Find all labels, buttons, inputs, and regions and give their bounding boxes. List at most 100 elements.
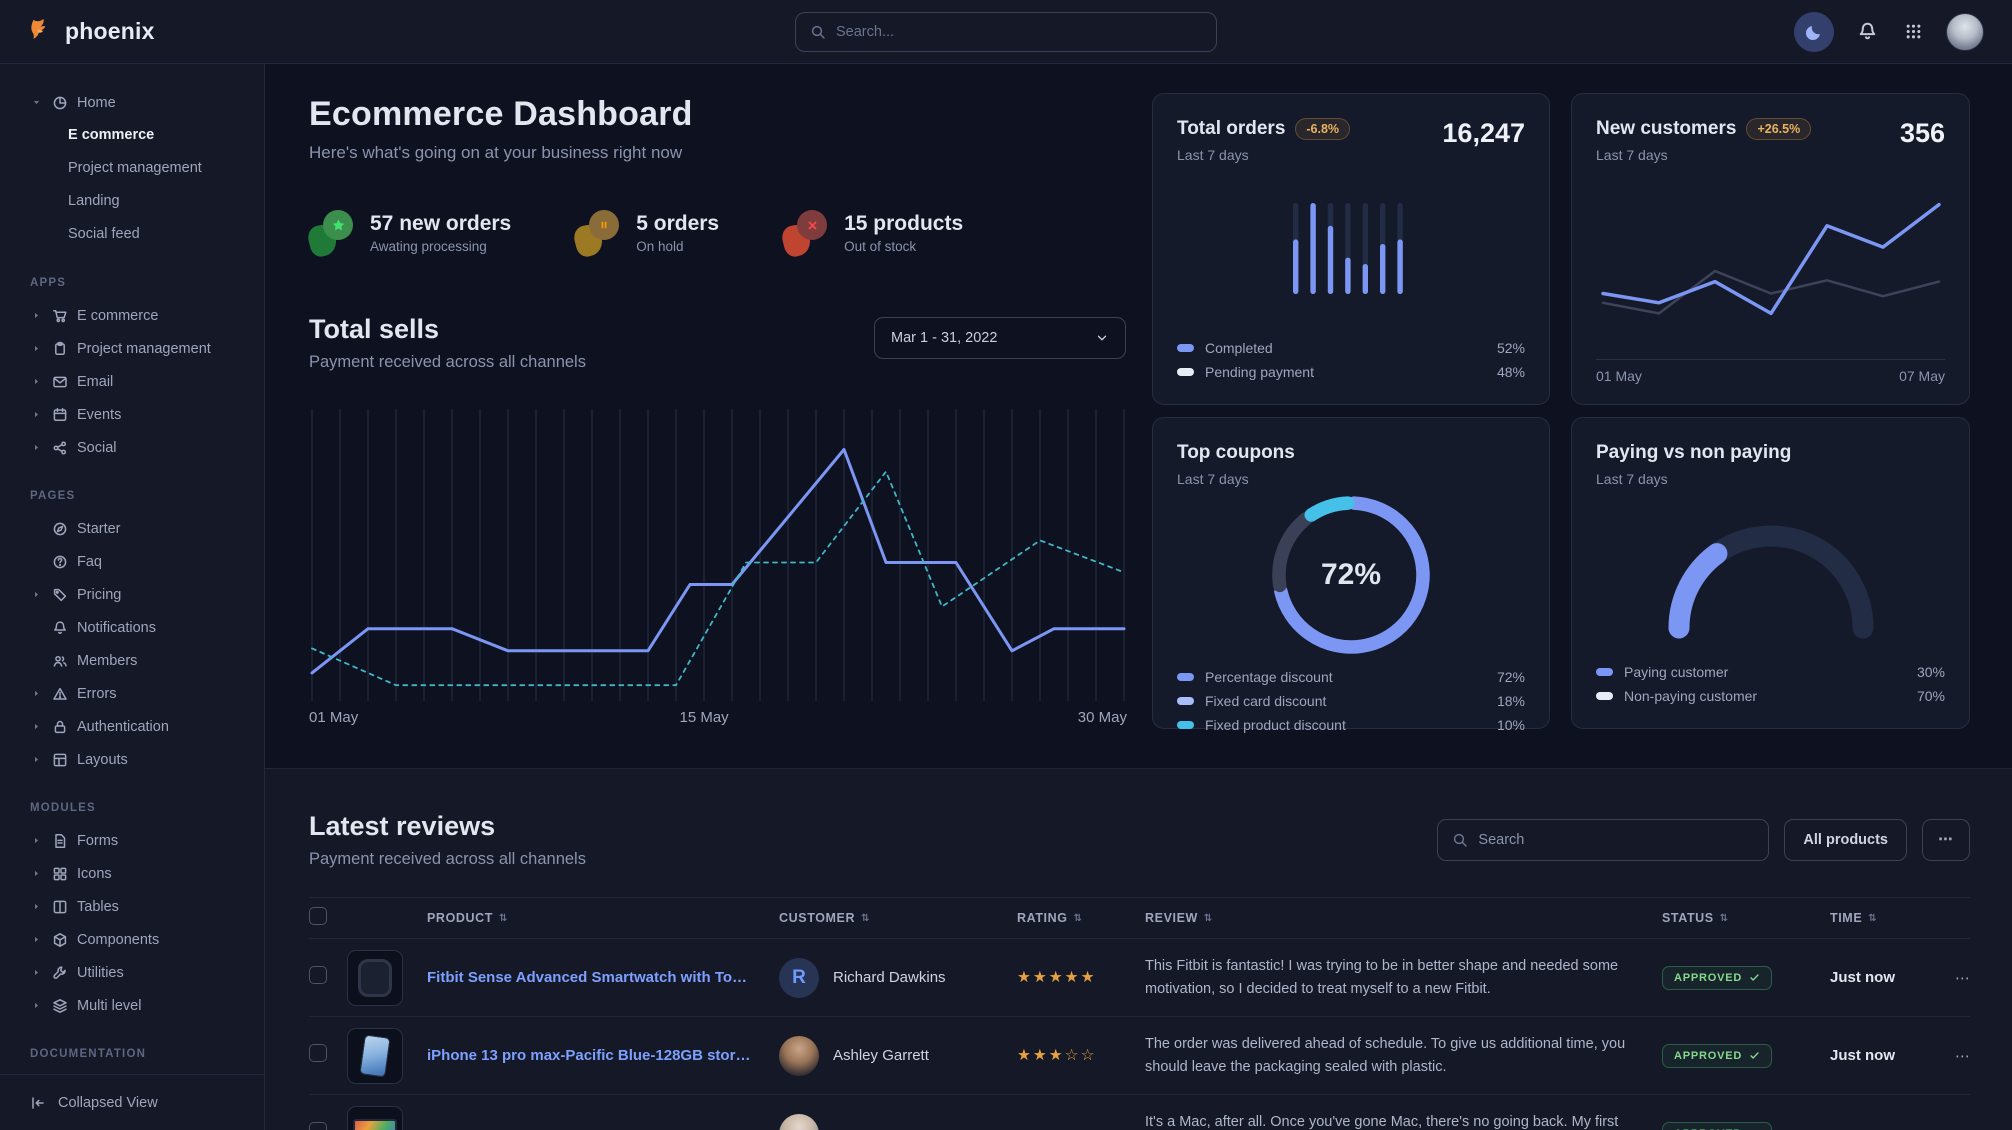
select-row-checkbox[interactable] [309, 1122, 327, 1130]
sidebar-item-forms[interactable]: Forms [30, 824, 254, 857]
paying-gauge-chart [1668, 525, 1873, 638]
stat-caption: Awating processing [370, 239, 487, 254]
sidebar-item-label: Email [77, 373, 114, 390]
more-options-button[interactable]: ⋯ [1922, 819, 1970, 861]
sidebar-item-starter[interactable]: Starter [30, 512, 254, 545]
column-header-product[interactable]: PRODUCT ⇅ [427, 911, 508, 925]
sidebar-item-pricing[interactable]: Pricing [30, 578, 254, 611]
sidebar-item-members[interactable]: Members [30, 644, 254, 677]
theme-toggle-button[interactable] [1794, 11, 1834, 52]
sidebar-item-label: Project management [77, 340, 211, 357]
date-range-value: Mar 1 - 31, 2022 [891, 330, 998, 346]
legend-label: Percentage discount [1205, 669, 1333, 685]
column-header-review[interactable]: REVIEW ⇅ [1145, 911, 1213, 925]
search-icon [1452, 832, 1468, 848]
product-thumbnail[interactable] [347, 1027, 403, 1084]
sidebar-item-multi-level[interactable]: Multi level [30, 989, 254, 1022]
stat-caption: On hold [636, 239, 684, 254]
select-all-checkbox[interactable] [309, 906, 327, 925]
sidebar-item-e-commerce[interactable]: E commerce [30, 299, 254, 332]
reviews-search-input[interactable] [1478, 832, 1755, 848]
donut-center-label: 72% [1320, 558, 1382, 591]
stat-on-hold: 5 orders On hold [571, 210, 719, 259]
brand[interactable]: phoenix [0, 17, 155, 47]
sidebar-item-icons[interactable]: Icons [30, 857, 254, 890]
check-icon [1749, 1050, 1760, 1061]
sidebar-item-faq[interactable]: Faq [30, 545, 254, 578]
wrench-icon [51, 964, 68, 981]
global-search-input[interactable] [836, 23, 1202, 40]
review-row: iPhone 13 pro max-Pacific Blue-128GB sto… [309, 1017, 1970, 1095]
caret-down-icon [30, 97, 42, 109]
rating-stars: ★★★★★ [1017, 968, 1097, 986]
new-customers-line-chart [1600, 202, 1941, 316]
product-thumbnail[interactable] [347, 949, 403, 1006]
column-header-status[interactable]: STATUS ⇅ [1662, 911, 1729, 925]
select-row-checkbox[interactable] [309, 1044, 327, 1062]
sidebar-item-home[interactable]: Home [30, 86, 254, 119]
sidebar-item-tables[interactable]: Tables [30, 890, 254, 923]
collapse-label: Collapsed View [58, 1094, 158, 1111]
legend-value: 52% [1496, 340, 1525, 356]
legend-row: Fixed card discount 18% [1177, 689, 1525, 713]
sidebar-item-label: E commerce [77, 307, 159, 324]
x-tick: 30 May [1077, 709, 1127, 726]
date-range-select[interactable]: Mar 1 - 31, 2022 [874, 317, 1126, 359]
caret-placeholder [30, 655, 42, 667]
status-badge: APPROVED [1662, 1043, 1773, 1068]
sidebar-item-notifications[interactable]: Notifications [30, 611, 254, 644]
status-badge: APPROVED [1662, 1121, 1773, 1130]
sidebar-item-utilities[interactable]: Utilities [30, 956, 254, 989]
check-icon [1749, 972, 1760, 983]
user-avatar[interactable] [1946, 12, 1984, 51]
sidebar-item-social[interactable]: Social [30, 431, 254, 464]
top-coupons-card: Top coupons Last 7 days 72% Percentage d… [1152, 417, 1550, 733]
stat-cards: Total orders -6.8% Last 7 days 16,247 Co… [1152, 64, 2012, 768]
sidebar-subitem-project-management[interactable]: Project management [68, 160, 202, 176]
row-menu-button[interactable]: ⋯ [1926, 1125, 1970, 1130]
sidebar-item-components[interactable]: Components [30, 923, 254, 956]
legend-label: Paying customer [1624, 664, 1729, 680]
product-link[interactable]: iPhone 13 pro max-Pacific Blue-128GB sto… [427, 1047, 762, 1064]
sidebar-item-label: Pricing [77, 586, 122, 603]
notifications-button[interactable] [1854, 19, 1880, 45]
legend-value: 18% [1496, 693, 1525, 709]
row-menu-button[interactable]: ⋯ [1955, 1046, 1970, 1065]
sidebar-item-layouts[interactable]: Layouts [30, 743, 254, 776]
status-badge: APPROVED [1662, 965, 1773, 990]
latest-reviews-section: Latest reviews Payment received across a… [265, 769, 2012, 1130]
select-row-checkbox[interactable] [309, 966, 327, 984]
reviews-search[interactable] [1437, 819, 1770, 861]
sort-icon: ⇅ [1719, 912, 1729, 924]
review-text: This Fitbit is fantastic! I was trying t… [1145, 958, 1619, 997]
navbar-actions [1794, 11, 2012, 52]
product-thumbnail[interactable] [347, 1105, 403, 1130]
share-icon [51, 439, 68, 456]
sidebar-subitem-social-feed[interactable]: Social feed [68, 226, 140, 242]
column-header-time[interactable]: TIME ⇅ [1830, 911, 1878, 925]
moon-icon [1805, 23, 1823, 41]
pie-icon [51, 94, 68, 111]
sidebar-item-project-management[interactable]: Project management [30, 332, 254, 365]
sidebar-item-label: Tables [77, 898, 119, 915]
global-search[interactable] [795, 11, 1217, 52]
collapse-sidebar-button[interactable]: Collapsed View [0, 1074, 264, 1130]
column-header-rating[interactable]: RATING ⇅ [1017, 911, 1083, 925]
latest-reviews-title: Latest reviews [309, 811, 496, 841]
sidebar-subitem-e-commerce[interactable]: E commerce [68, 127, 155, 143]
legend-swatch [1177, 673, 1194, 681]
top-navbar: phoenix [0, 0, 2012, 64]
sidebar-item-errors[interactable]: Errors [30, 677, 254, 710]
column-header-customer[interactable]: CUSTOMER ⇅ [779, 911, 871, 925]
row-menu-button[interactable]: ⋯ [1955, 968, 1970, 987]
sidebar-subitem-landing[interactable]: Landing [68, 193, 120, 209]
sidebar-item-label: Components [77, 931, 160, 948]
sidebar-item-events[interactable]: Events [30, 398, 254, 431]
sidebar-item-authentication[interactable]: Authentication [30, 710, 254, 743]
sidebar: Home E commerce Project management Landing S… [0, 64, 265, 1130]
apps-menu-button[interactable] [1900, 19, 1926, 45]
sort-icon: ⇅ [1868, 912, 1878, 924]
all-products-button[interactable]: All products [1784, 819, 1907, 861]
product-link[interactable]: Fitbit Sense Advanced Smartwatch with To… [427, 969, 779, 986]
sidebar-item-email[interactable]: Email [30, 365, 254, 398]
